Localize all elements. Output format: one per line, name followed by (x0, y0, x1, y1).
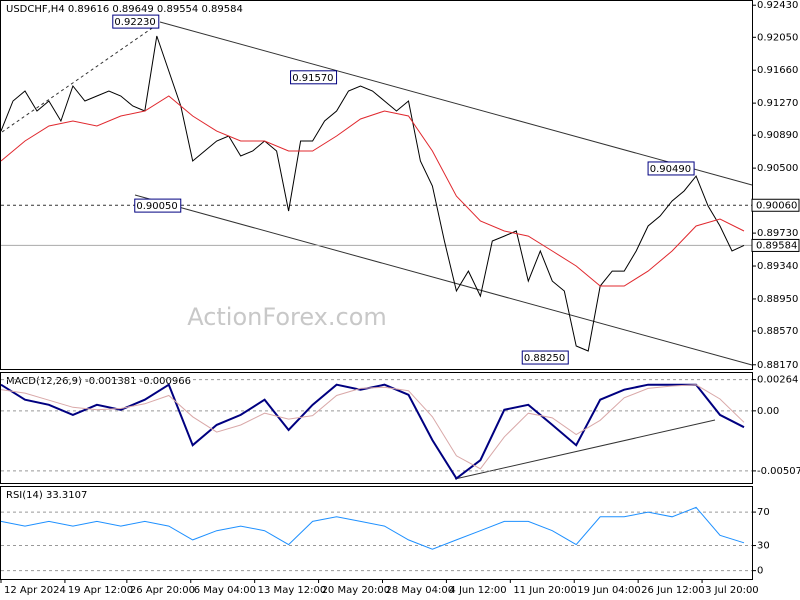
x-tick-label: 12 Apr 2024 (4, 585, 66, 596)
panel-title: MACD(12,26,9) -0.001381 -0.000966 (6, 376, 191, 387)
y-tick-label: 0.88570 (757, 326, 798, 337)
series-line (0, 506, 745, 550)
level-label: 0.89584 (756, 240, 797, 251)
price-frame (0, 0, 753, 370)
y-tick-label: 0.90500 (757, 163, 798, 174)
y-tick-label: 30 (757, 541, 770, 552)
y-tick-label: 0.88170 (757, 360, 798, 371)
macd-trendline (454, 419, 716, 480)
series-line (0, 35, 745, 352)
x-tick-label: 3 Jul 20:00 (705, 585, 759, 596)
price-annotation-box (521, 350, 569, 365)
y-tick-label: 0.92430 (757, 0, 798, 11)
price-annotation-box (290, 70, 338, 85)
panel-title: USDCHF,H4 0.89616 0.89649 0.89554 0.8958… (6, 4, 243, 15)
x-tick-label: 11 Jun 20:00 (513, 585, 577, 596)
rsi-frame (0, 486, 753, 580)
price-annotation: 0.90050 (136, 201, 177, 212)
channel-upper (159, 21, 753, 186)
price-annotation-box (134, 198, 182, 213)
x-tick-label: 13 May 12:00 (258, 585, 327, 596)
price-annotation: 0.92230 (114, 17, 155, 28)
trendlines (1, 21, 753, 480)
watermark: ActionForex.com (187, 303, 387, 331)
frames (0, 0, 753, 580)
y-tick-label: 0.91270 (757, 98, 798, 109)
y-tick-label: 0.89340 (757, 261, 798, 272)
channel-lower (134, 194, 753, 366)
level-label-box (751, 238, 800, 252)
x-tick-label: 19 Apr 12:00 (68, 585, 133, 596)
x-tick-label: 26 Jun 12:00 (641, 585, 705, 596)
y-tick-label: 70 (757, 507, 770, 518)
series-line (0, 95, 745, 287)
y-tick-label: -0.005077 (757, 466, 800, 477)
level-label: 0.90060 (756, 200, 797, 211)
y-tick-label: 0.00 (757, 406, 779, 417)
y-tick-label: 0.92050 (757, 32, 798, 43)
price-annotation-box (112, 14, 160, 29)
y-tick-label: 0.88950 (757, 294, 798, 305)
macd-frame (0, 372, 753, 484)
y-tick-label: 0.00264 (757, 375, 798, 386)
y-tick-label: 0.89730 (757, 228, 798, 239)
y-tick-label: 0.90890 (757, 130, 798, 141)
dashed-trendline (1, 23, 159, 133)
panel-title: RSI(14) 33.3107 (6, 490, 87, 501)
x-tick-label: 19 Jun 04:00 (577, 585, 641, 596)
x-tick-label: 28 May 04:00 (385, 585, 454, 596)
x-tick-label: 26 Apr 20:00 (130, 585, 195, 596)
y-tick-label: 0.91660 (757, 65, 798, 76)
price-annotation: 0.91570 (292, 73, 333, 84)
x-tick-label: 20 May 20:00 (322, 585, 391, 596)
price-annotation-box (647, 161, 695, 176)
level-label-box (751, 198, 800, 212)
x-tick-label: 6 May 04:00 (194, 585, 256, 596)
y-tick-label: 0 (757, 566, 763, 577)
price-annotation: 0.88250 (524, 353, 565, 364)
price-annotation: 0.90490 (650, 164, 691, 175)
series-line (0, 384, 745, 470)
x-tick-label: 4 Jun 12:00 (449, 585, 506, 596)
